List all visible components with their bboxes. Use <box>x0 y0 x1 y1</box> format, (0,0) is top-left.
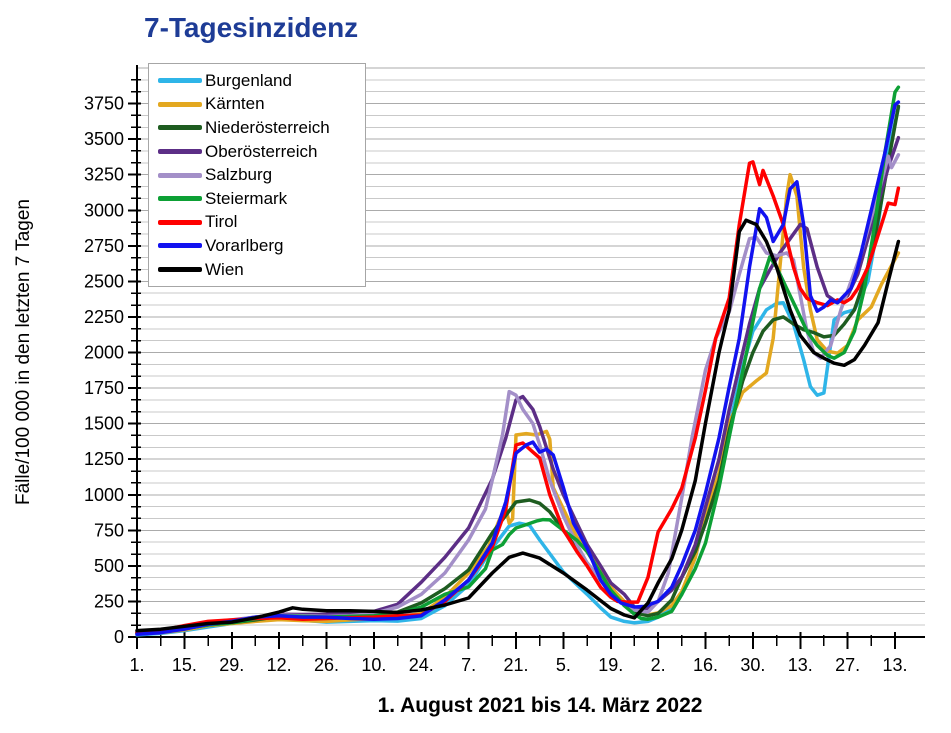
y-tick-label: 1250 <box>84 449 124 469</box>
y-tick-label: 3000 <box>84 200 124 220</box>
series-line-oberösterreich <box>135 135 901 635</box>
x-tick-label: 13. <box>788 655 813 675</box>
x-tick-label: 21. <box>503 655 528 675</box>
legend-item-wien: Wien <box>158 258 365 282</box>
legend-item-niederösterreich: Niederösterreich <box>158 116 365 140</box>
legend-swatch-icon <box>158 101 202 107</box>
y-tick-label: 3750 <box>84 94 124 114</box>
legend-item-oberösterreich: Oberösterreich <box>158 140 365 164</box>
legend-swatch-icon <box>158 196 202 202</box>
x-tick-label: 15. <box>172 655 197 675</box>
y-tick-label: 1750 <box>84 378 124 398</box>
y-tick-label: 500 <box>94 556 124 576</box>
legend-label: Vorarlberg <box>205 235 284 255</box>
y-tick-label: 2750 <box>84 236 124 256</box>
legend-swatch-icon <box>158 172 202 178</box>
legend-swatch-icon <box>158 78 202 84</box>
x-tick-label: 10. <box>361 655 386 675</box>
legend-label: Tirol <box>205 212 238 232</box>
series-line-vorarlberg <box>135 100 901 636</box>
x-tick-label: 13. <box>882 655 907 675</box>
legend-label: Wien <box>205 259 244 279</box>
y-tick-label: 1500 <box>84 414 124 434</box>
x-tick-label: 30. <box>740 655 765 675</box>
legend-label: Oberösterreich <box>205 141 318 161</box>
x-ticks-and-labels: 1. 15. 29. 12. 26. 10. 24. 7. 21. 5. 19. 2. 16. 30. 13… <box>129 632 908 675</box>
legend-swatch-icon <box>158 149 202 155</box>
y-axis-title: Fälle/100 000 in den letzten 7 Tagen <box>13 199 34 505</box>
legend-swatch-icon <box>158 219 202 225</box>
legend-swatch-icon <box>158 267 202 273</box>
x-tick-label: 7. <box>461 655 476 675</box>
y-tick-label: 2000 <box>84 343 124 363</box>
x-tick-label: 16. <box>693 655 718 675</box>
x-axis-title: 1. August 2021 bis 14. März 2022 <box>377 694 703 717</box>
x-tick-label: 12. <box>267 655 292 675</box>
y-tick-label: 2500 <box>84 271 124 291</box>
legend-swatch-icon <box>158 243 202 249</box>
x-tick-label: 5. <box>556 655 571 675</box>
legend-item-steiermark: Steiermark <box>158 187 365 211</box>
legend-swatch-icon <box>158 125 202 131</box>
y-tick-label: 3500 <box>84 129 124 149</box>
legend-item-vorarlberg: Vorarlberg <box>158 234 365 258</box>
legend-label: Steiermark <box>205 188 288 208</box>
x-tick-label: 1. <box>129 655 144 675</box>
y-tick-label: 250 <box>94 591 124 611</box>
legend-label: Kärnten <box>205 94 265 114</box>
x-tick-label: 2. <box>651 655 666 675</box>
y-tick-label: 2250 <box>84 307 124 327</box>
chart-legend: Burgenland Kärnten Niederösterreich Oberöst… <box>148 63 366 288</box>
y-tick-label: 0 <box>114 627 124 647</box>
x-tick-label: 26. <box>314 655 339 675</box>
legend-label: Niederösterreich <box>205 117 330 137</box>
chart-title: 7-Tagesinzidenz <box>144 12 359 43</box>
series-line-wien <box>135 218 901 633</box>
series-lines <box>135 85 901 637</box>
legend-label: Salzburg <box>205 165 273 185</box>
y-tick-label: 3250 <box>84 165 124 185</box>
legend-item-kärnten: Kärnten <box>158 93 365 117</box>
x-tick-label: 27. <box>835 655 860 675</box>
y-tick-label: 750 <box>94 520 124 540</box>
x-tick-label: 29. <box>219 655 244 675</box>
legend-item-burgenland: Burgenland <box>158 69 365 93</box>
series-line-tirol <box>135 160 901 635</box>
x-tick-label: 24. <box>409 655 434 675</box>
y-ticks-and-labels: 0 250 500 750 1000 1250 1500 1750 2000 2250 2500 27… <box>84 79 141 647</box>
y-tick-label: 1000 <box>84 485 124 505</box>
x-tick-label: 19. <box>598 655 623 675</box>
legend-item-salzburg: Salzburg <box>158 163 365 187</box>
legend-label: Burgenland <box>205 70 292 90</box>
legend-item-tirol: Tirol <box>158 211 365 235</box>
